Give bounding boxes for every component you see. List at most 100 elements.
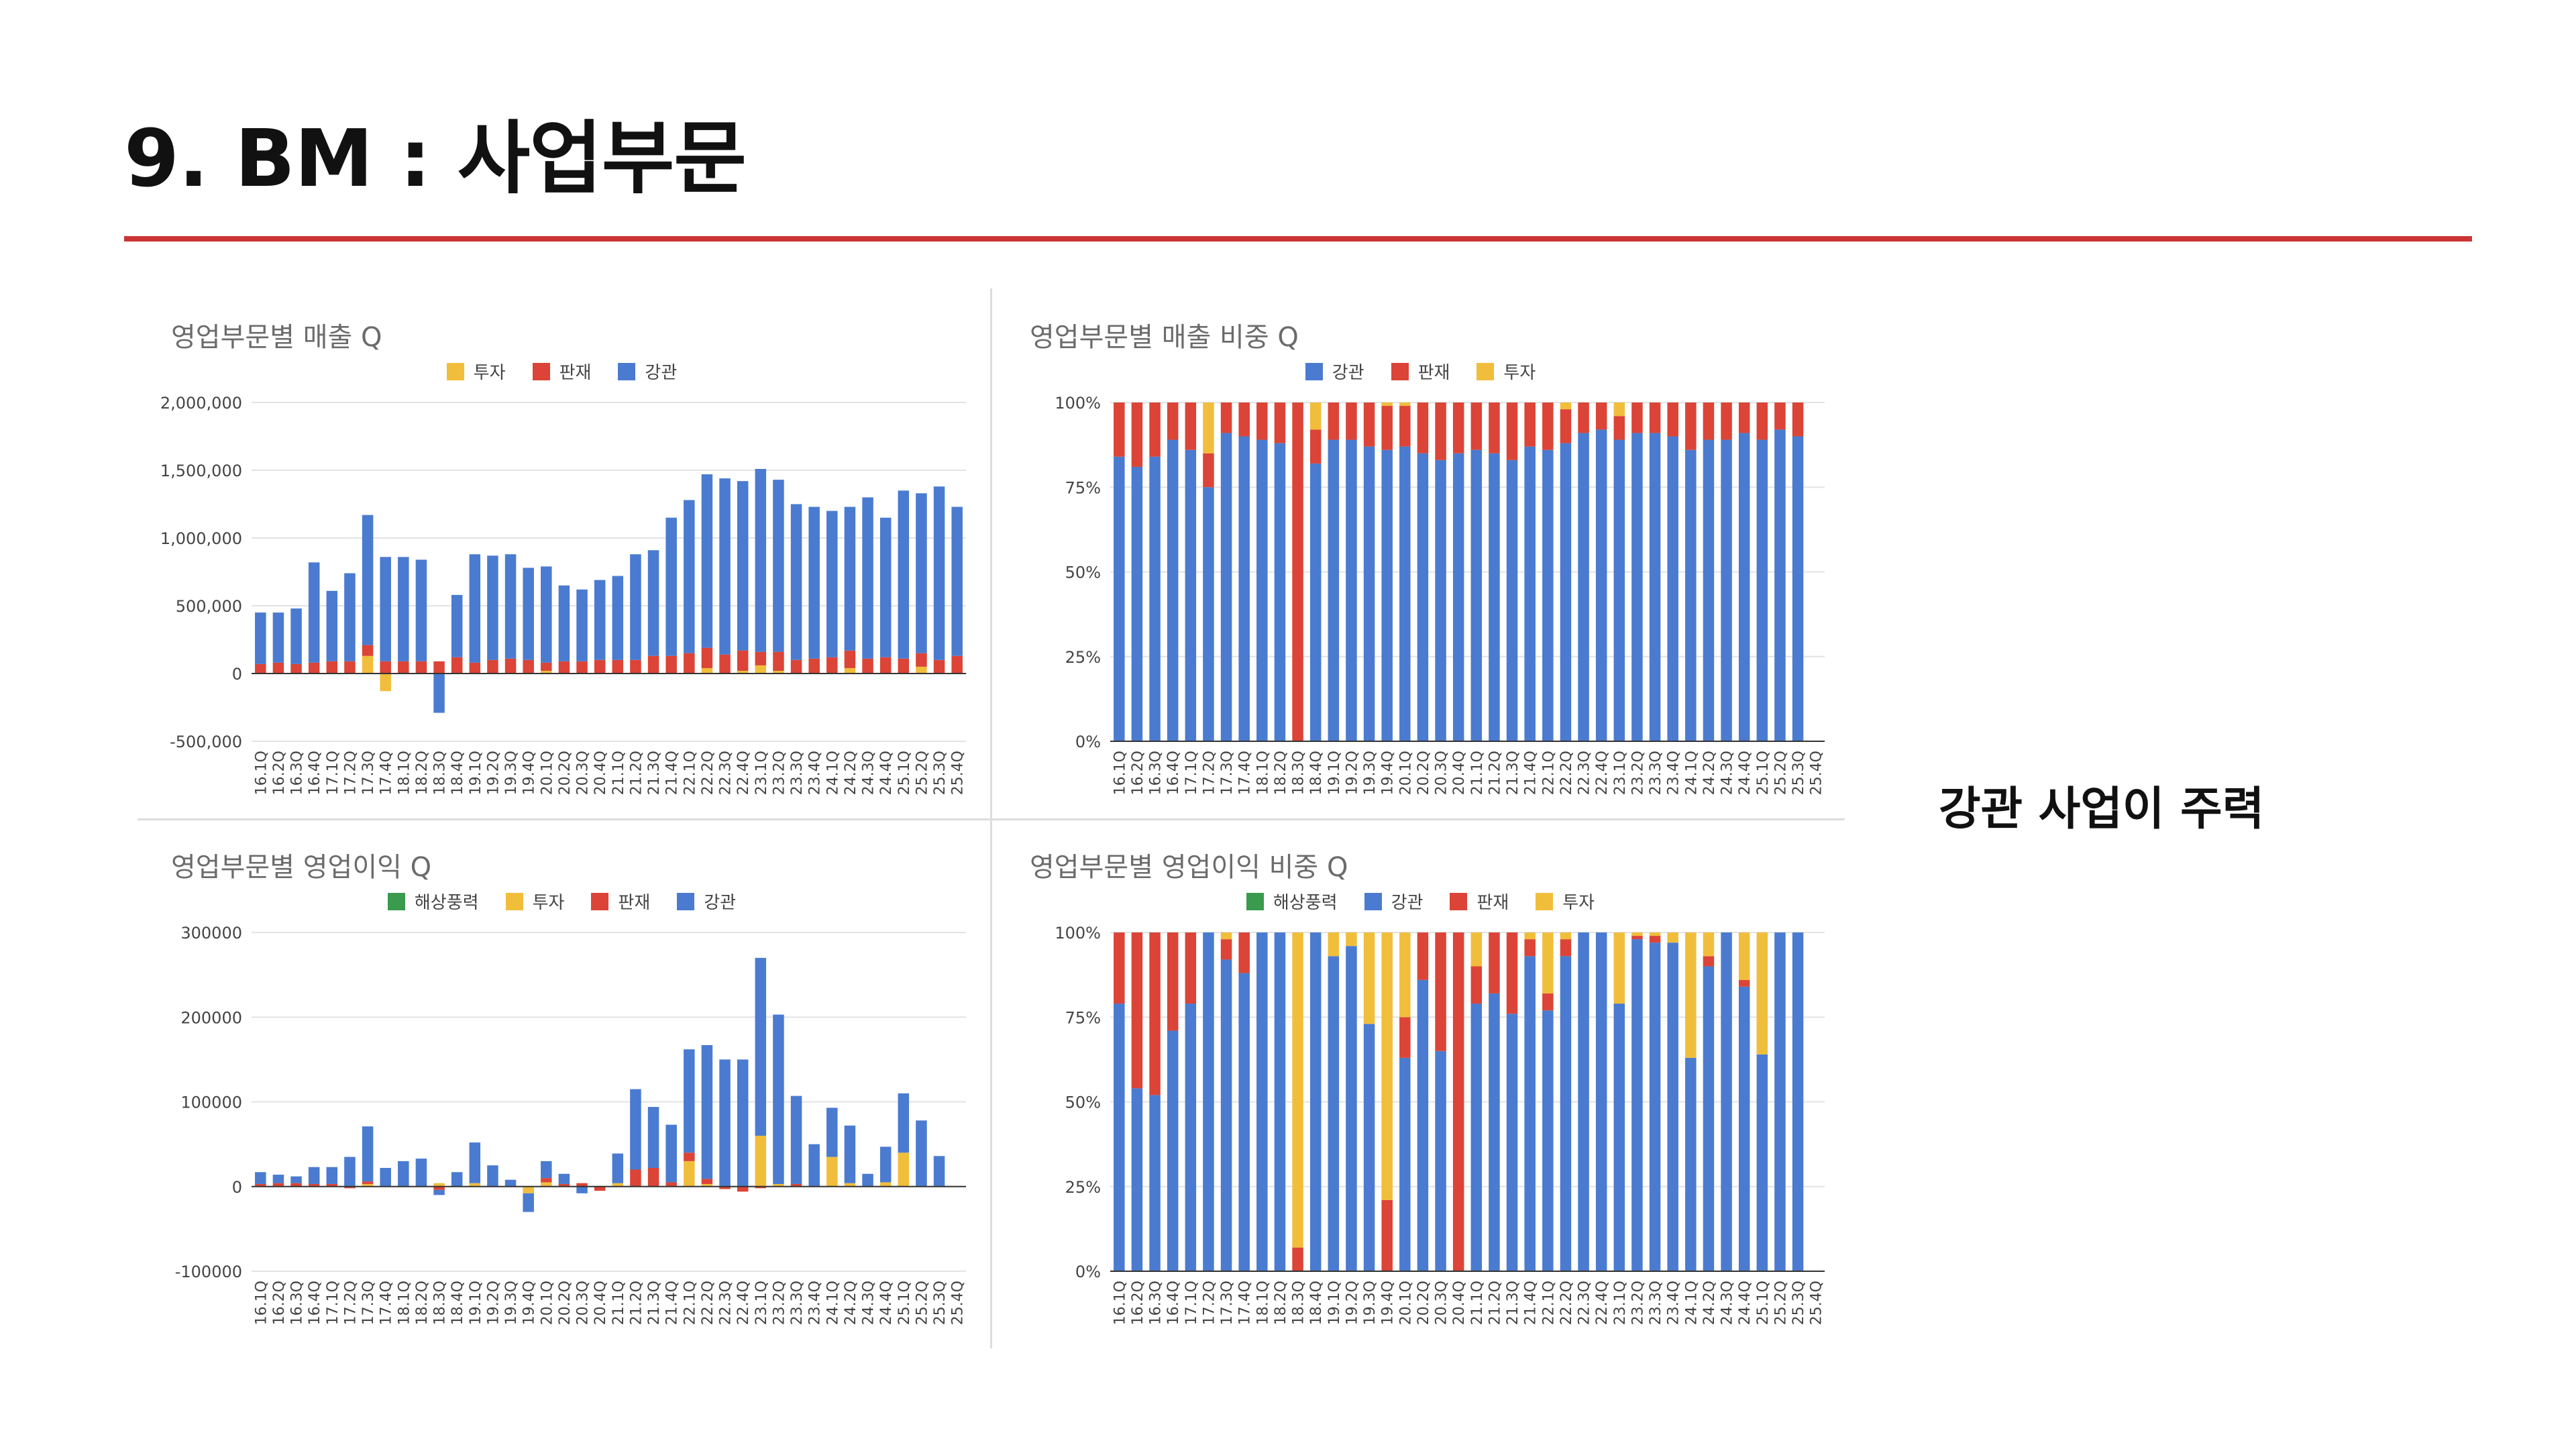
- legend-label: 판재: [559, 363, 592, 383]
- bar-segment: [1346, 439, 1357, 741]
- x-tick-label: 23.2Q: [771, 1281, 788, 1325]
- bar-segment: [1256, 402, 1268, 440]
- bar-segment: [451, 1172, 463, 1187]
- bar-segment: [362, 515, 374, 645]
- x-tick-label: 16.3Q: [289, 751, 306, 795]
- x-tick-label: 18.4Q: [449, 751, 466, 795]
- bar-segment: [1489, 453, 1500, 741]
- x-tick-label: 25.1Q: [1755, 1281, 1772, 1325]
- bar-segment: [362, 1126, 374, 1182]
- bar-segment: [701, 1044, 713, 1179]
- x-tick-label: 20.3Q: [575, 751, 592, 795]
- bar-segment: [380, 557, 391, 661]
- bar-segment: [504, 554, 517, 659]
- bar-segment: [1667, 932, 1678, 943]
- bar-segment: [1435, 402, 1446, 460]
- bar-segment: [1149, 456, 1161, 741]
- x-tick-label: 18.1Q: [1254, 751, 1271, 795]
- bar-segment: [1524, 939, 1536, 957]
- bar-segment: [1506, 1014, 1518, 1271]
- bar-segment: [1738, 932, 1750, 980]
- x-tick-label: 24.2Q: [843, 751, 859, 795]
- chart-title: 영업부문별 영업이익 Q: [171, 852, 432, 883]
- bar-segment: [1399, 932, 1411, 1018]
- x-tick-label: 19.4Q: [521, 751, 538, 795]
- bar-segment: [773, 1183, 784, 1187]
- bar-segment: [665, 655, 677, 674]
- legend-label: 해상풍력: [1273, 893, 1338, 913]
- bar-segment: [1114, 402, 1125, 457]
- bar-segment: [1203, 453, 1214, 488]
- x-tick-label: 17.2Q: [1201, 751, 1218, 795]
- bar-segment: [1595, 402, 1607, 430]
- x-tick-label: 23.1Q: [753, 751, 770, 795]
- bar-segment: [1238, 436, 1250, 741]
- x-tick-label: 18.1Q: [396, 1281, 413, 1325]
- x-tick-label: 25.2Q: [914, 1281, 930, 1325]
- bar-segment: [1346, 402, 1357, 440]
- legend-item: 해상풍력: [1246, 889, 1338, 914]
- chart-title: 영업부문별 매출 Q: [171, 322, 382, 353]
- bar-segment: [433, 1186, 445, 1190]
- x-tick-label: 21.3Q: [646, 1281, 663, 1325]
- x-tick-label: 24.2Q: [843, 1281, 859, 1325]
- bar-segment: [290, 663, 302, 674]
- bar-segment: [1774, 402, 1786, 430]
- x-tick-label: 16.2Q: [271, 751, 288, 795]
- bar-segment: [1131, 402, 1143, 467]
- legend-item: 강관: [677, 889, 736, 914]
- bar-segment: [433, 1183, 445, 1187]
- y-tick-label: -100000: [175, 1263, 242, 1281]
- x-tick-label: 18.3Q: [1291, 1281, 1307, 1325]
- bar-segment: [647, 550, 659, 656]
- x-tick-label: 18.2Q: [1273, 751, 1289, 795]
- x-tick-label: 20.1Q: [539, 751, 555, 795]
- bar-segment: [1542, 402, 1554, 450]
- bar-segment: [1399, 446, 1411, 741]
- bar-segment: [255, 663, 266, 674]
- bar-segment: [326, 661, 338, 674]
- x-tick-label: 24.3Q: [861, 751, 877, 795]
- x-tick-label: 17.3Q: [360, 751, 377, 795]
- bar-segment: [1328, 932, 1340, 957]
- chart-panel-revenue: 영업부문별 매출 Q 투자 판재 강관 -500,000 0 500,000 1,000,…: [138, 295, 986, 818]
- bar-segment: [684, 500, 695, 653]
- bar-segment: [344, 1157, 356, 1187]
- bar-segment: [1489, 993, 1500, 1271]
- bar-segment: [790, 1183, 802, 1187]
- bar-segment: [1309, 429, 1322, 464]
- x-tick-label: 16.4Q: [1165, 1281, 1182, 1325]
- x-tick-label: 16.4Q: [307, 1281, 323, 1325]
- bar-segment: [594, 580, 606, 660]
- bar-segment: [719, 654, 731, 674]
- x-tick-label: 21.2Q: [1487, 1281, 1503, 1325]
- x-tick-label: 21.4Q: [1523, 751, 1540, 795]
- bar-segment: [951, 655, 963, 674]
- bar-segment: [576, 589, 588, 661]
- bar-segment: [1756, 932, 1768, 1055]
- y-tick-label: 100%: [1055, 924, 1101, 943]
- bar-segment: [1328, 956, 1340, 1271]
- legend-swatch: [446, 362, 464, 380]
- x-tick-label: 19.2Q: [485, 1281, 502, 1325]
- legend-swatch: [1536, 892, 1554, 910]
- bar-segment: [1560, 402, 1572, 410]
- x-tick-label: 21.2Q: [628, 1281, 645, 1325]
- x-tick-label: 22.4Q: [735, 751, 752, 795]
- x-tick-label: 20.2Q: [1415, 751, 1432, 795]
- bar-segment: [1613, 932, 1625, 1004]
- x-tick-label: 17.4Q: [1237, 1281, 1254, 1325]
- bar-segment: [1703, 439, 1715, 741]
- bar-segment: [1542, 449, 1554, 741]
- bar-segment: [933, 486, 945, 660]
- x-tick-label: 23.2Q: [1629, 1281, 1646, 1325]
- x-tick-label: 21.1Q: [1469, 1281, 1486, 1325]
- bar-segment: [398, 1161, 409, 1187]
- chart-title: 영업부문별 영업이익 비중 Q: [1030, 852, 1348, 883]
- x-tick-label: 25.3Q: [932, 1281, 949, 1325]
- bar-segment: [1220, 959, 1232, 1271]
- y-tick-label: 100000: [180, 1093, 242, 1112]
- legend-swatch: [1450, 892, 1468, 910]
- legend-label: 판재: [618, 893, 651, 913]
- bar-segment: [1542, 993, 1554, 1011]
